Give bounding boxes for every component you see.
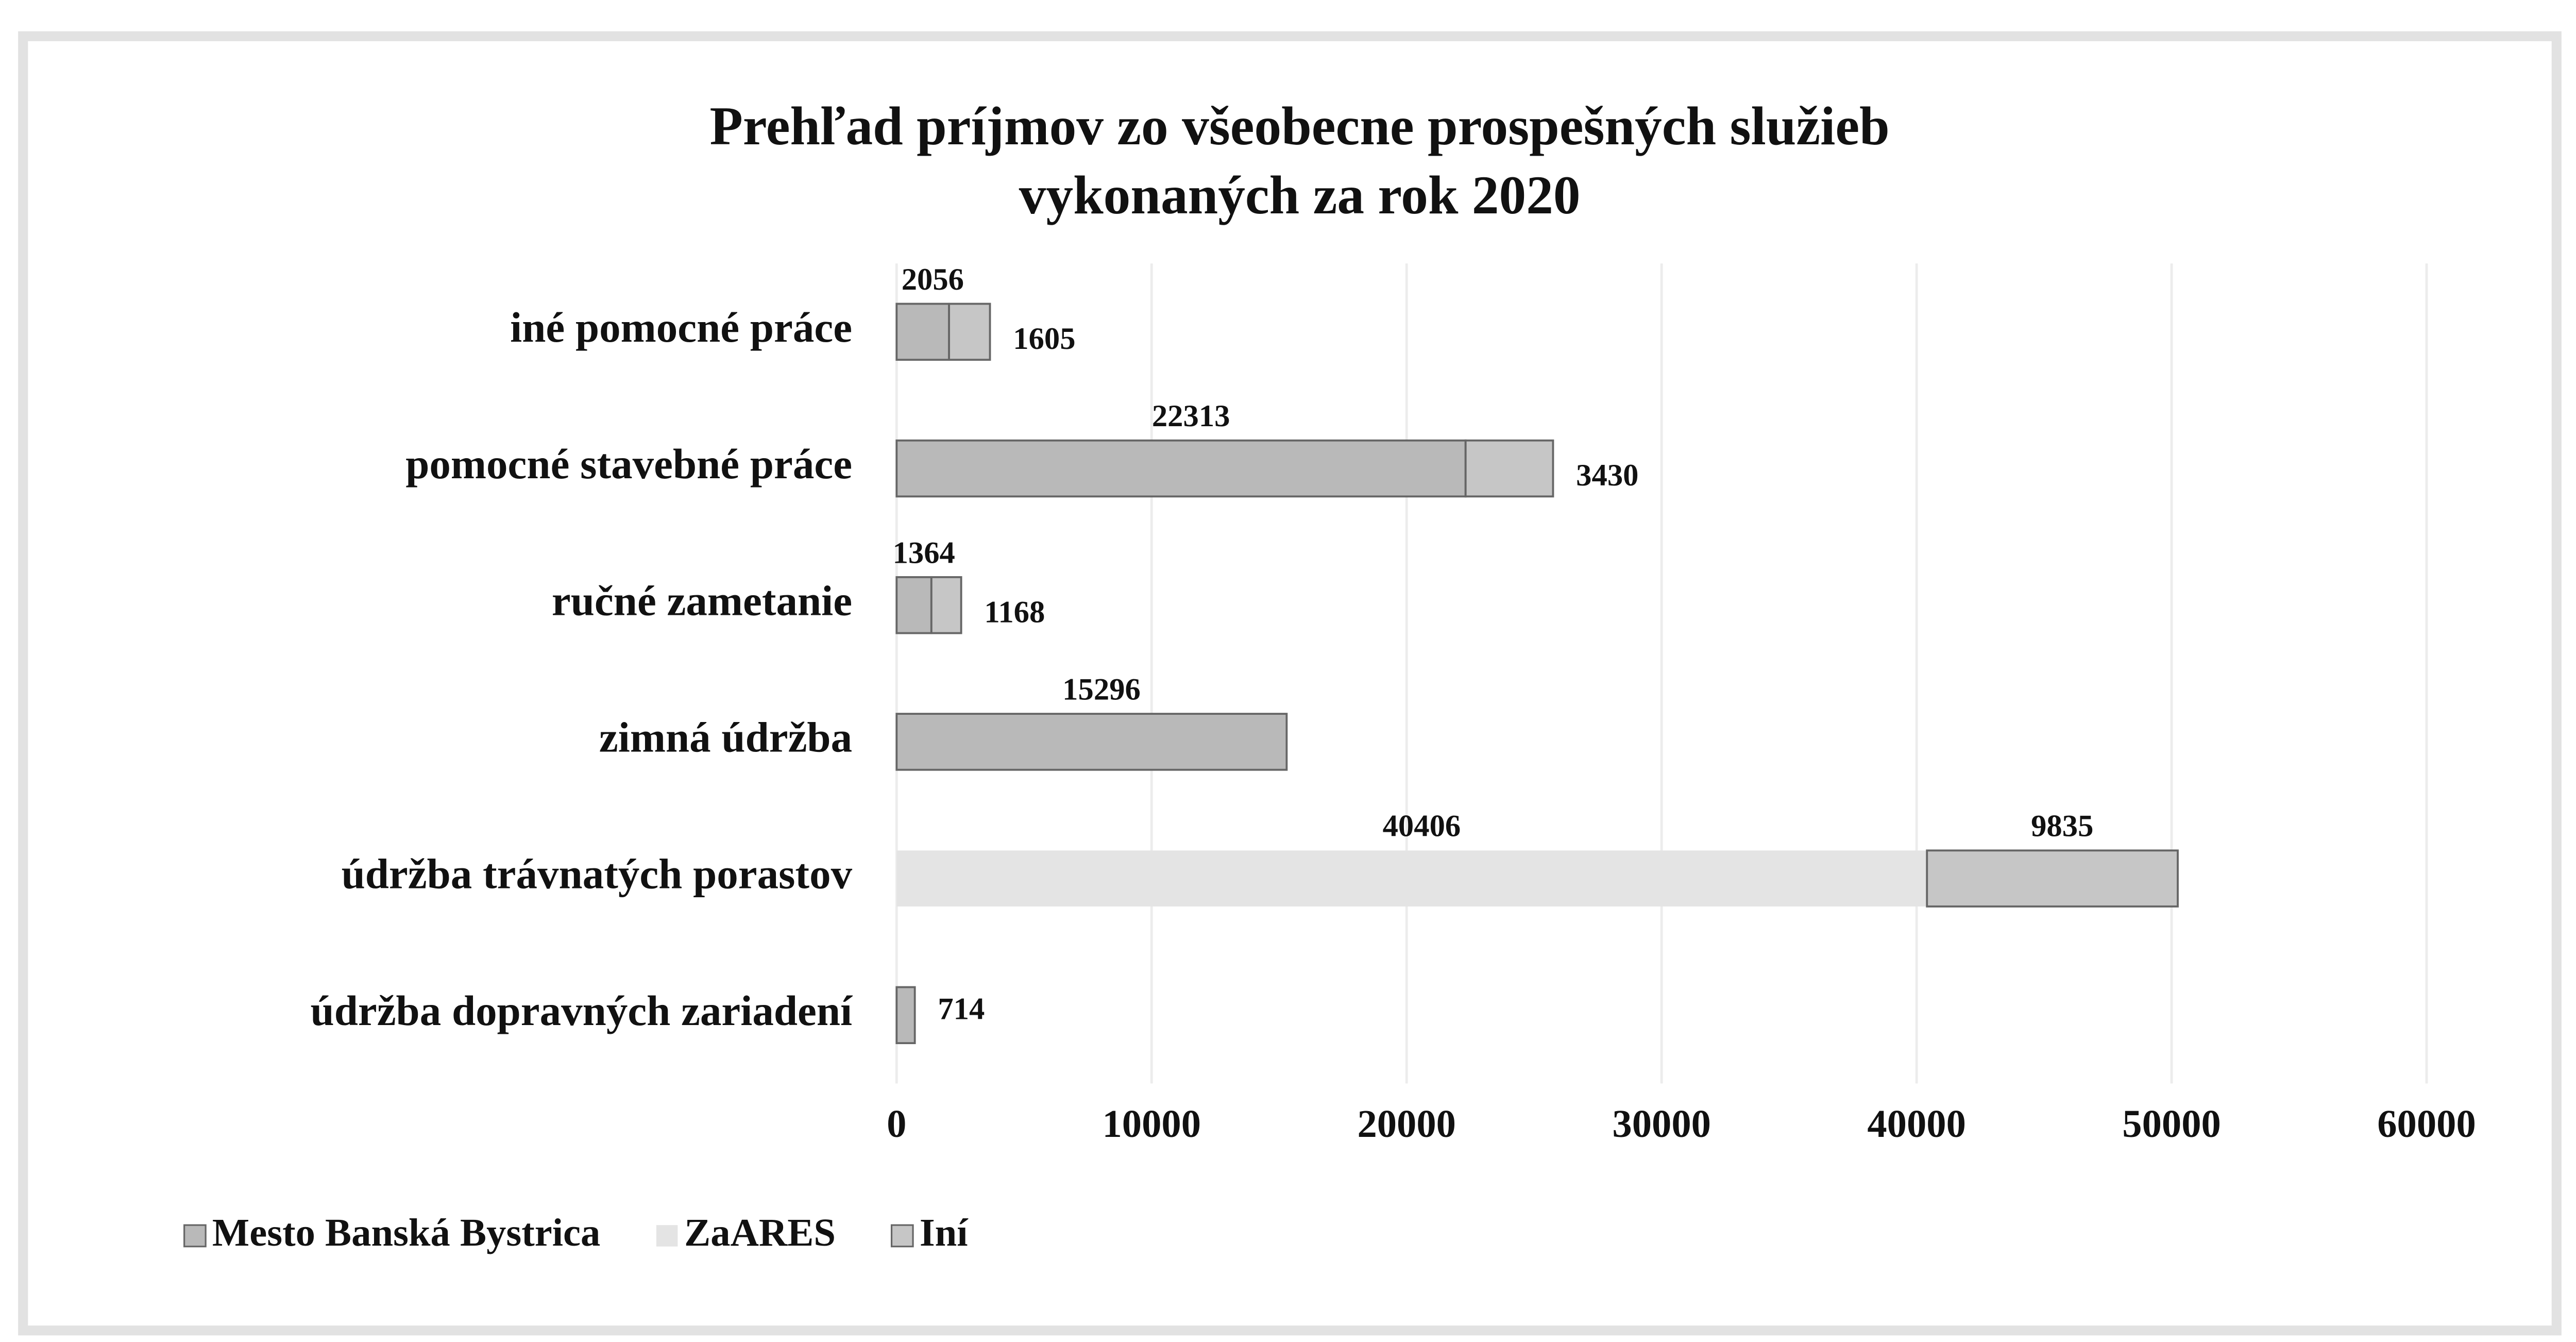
data-label: 1364	[893, 535, 955, 570]
x-tick-label: 10000	[1102, 1102, 1201, 1146]
y-tick-label: ručné zametanie	[552, 577, 852, 624]
data-label: 1168	[984, 595, 1045, 629]
legend-swatch	[656, 1225, 678, 1247]
y-tick-label: údržba trávnatých porastov	[342, 850, 853, 898]
data-label: 2056	[902, 262, 964, 297]
bar	[895, 713, 1288, 771]
legend-swatch	[183, 1224, 207, 1248]
chart-frame	[18, 31, 2562, 1336]
x-tick-label: 60000	[2377, 1102, 2476, 1146]
data-label: 9835	[2031, 809, 2093, 844]
y-tick-label: zimná údržba	[599, 713, 852, 761]
data-label: 40406	[1383, 809, 1461, 844]
bar	[895, 439, 1467, 498]
bar	[930, 576, 962, 634]
y-tick-label: iné pomocné práce	[510, 304, 852, 351]
x-tick-label: 40000	[1867, 1102, 1966, 1146]
bar	[1926, 849, 2179, 908]
data-label: 1605	[1013, 322, 1075, 356]
data-label: 714	[938, 992, 985, 1026]
bar	[895, 986, 916, 1045]
x-tick-label: 20000	[1357, 1102, 1456, 1146]
y-tick-label: pomocné stavebné práce	[405, 440, 852, 488]
data-label: 15296	[1062, 672, 1141, 707]
bar	[896, 850, 1927, 907]
bar	[895, 576, 933, 634]
legend-label: Mesto Banská Bystrica	[212, 1211, 600, 1254]
chart-title: Prehľad príjmov zo všeobecne prospešných…	[710, 96, 1890, 156]
legend-swatch	[890, 1224, 914, 1248]
legend-label: ZaARES	[684, 1211, 836, 1254]
y-tick-label: údržba dopravných zariadení	[311, 987, 853, 1034]
bar	[895, 303, 950, 361]
bar	[948, 303, 991, 361]
data-label: 3430	[1576, 458, 1638, 493]
data-label: 22313	[1152, 399, 1230, 433]
chart-title: vykonaných za rok 2020	[1019, 165, 1581, 225]
x-tick-label: 30000	[1612, 1102, 1711, 1146]
x-tick-label: 0	[887, 1102, 906, 1146]
bar	[1464, 439, 1554, 498]
legend-label: Iní	[920, 1211, 969, 1254]
x-tick-label: 50000	[2122, 1102, 2221, 1146]
